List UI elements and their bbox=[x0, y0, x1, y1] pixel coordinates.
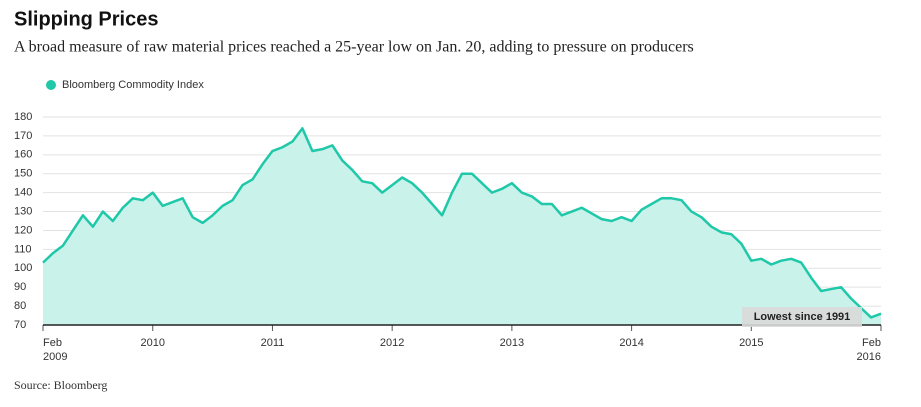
y-tick-label: 170 bbox=[14, 130, 32, 142]
x-tick-label-line: Feb bbox=[862, 337, 881, 349]
y-tick-label: 80 bbox=[14, 300, 26, 312]
legend-label: Bloomberg Commodity Index bbox=[62, 79, 204, 91]
y-tick-label: 140 bbox=[14, 187, 32, 199]
y-tick-label: 130 bbox=[14, 205, 32, 217]
legend-swatch bbox=[46, 80, 56, 90]
line bbox=[42, 127, 882, 319]
y-tick-label: 160 bbox=[14, 149, 32, 161]
x-tick-label-line: Feb bbox=[43, 337, 62, 349]
y-tick-label: 180 bbox=[14, 111, 32, 123]
x-tick-label: 2012 bbox=[380, 337, 404, 349]
area bbox=[43, 128, 881, 325]
annotation-box bbox=[742, 307, 862, 327]
source: Source: Bloomberg bbox=[14, 378, 107, 392]
x-tick-label: Feb 2016 bbox=[857, 337, 881, 363]
y-tick-label: 150 bbox=[14, 168, 32, 180]
x-tick-label: 2010 bbox=[140, 337, 164, 349]
x-tick-label: 2014 bbox=[619, 337, 643, 349]
x-tick-label: 2011 bbox=[261, 337, 285, 349]
chart-subtitle: A broad measure of raw material prices r… bbox=[14, 39, 694, 56]
y-tick-label: 120 bbox=[14, 224, 32, 236]
y-tick-label: 70 bbox=[14, 319, 26, 331]
y-tick-label: 100 bbox=[14, 262, 32, 274]
y-tick-label: 110 bbox=[14, 243, 32, 255]
y-tick-label: 90 bbox=[14, 281, 26, 293]
x-tick-label: 2013 bbox=[500, 337, 524, 349]
annotation: Lowest since 1991 bbox=[754, 311, 851, 323]
x-tick-label: 2015 bbox=[739, 337, 763, 349]
x-tick-label-line: 2016 bbox=[857, 351, 881, 363]
x-tick-label-line: 2009 bbox=[43, 351, 67, 363]
x-tick-label: Feb 2009 bbox=[43, 337, 67, 363]
chart-title: Slipping Prices bbox=[14, 8, 158, 30]
